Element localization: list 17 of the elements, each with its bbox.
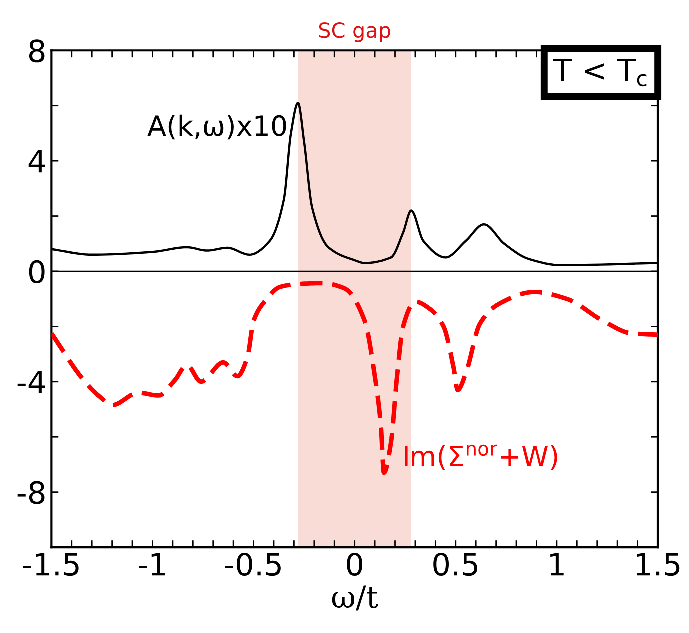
series-label: A(k,ω)x10 xyxy=(148,114,286,140)
y-tick-label: 4 xyxy=(28,150,46,173)
x-tick-label: -1.5 xyxy=(23,553,79,576)
x-tick-label: 0 xyxy=(347,552,363,576)
x-axis-title: ω/t xyxy=(332,586,378,611)
y-tick-label: -4 xyxy=(18,371,46,394)
x-tick-label: 1 xyxy=(550,553,564,576)
y-tick-label: -8 xyxy=(18,481,45,504)
x-tick-label: 0.5 xyxy=(434,552,478,576)
x-tick-label: -1 xyxy=(138,553,166,576)
x-tick-label: 1.5 xyxy=(637,553,680,576)
y-tick-label: 8 xyxy=(29,40,45,63)
series-label: Im(Σ$^{nor}$+W) xyxy=(405,444,558,470)
x-tick-label: -0.5 xyxy=(225,552,281,576)
band-label: SC gap xyxy=(319,22,390,42)
y-tick-label: 0 xyxy=(29,260,45,284)
annotation: T < T$_{c}$ xyxy=(553,59,647,87)
